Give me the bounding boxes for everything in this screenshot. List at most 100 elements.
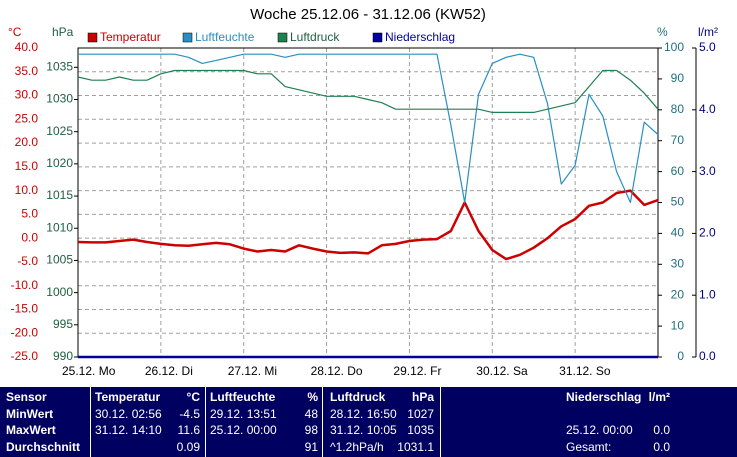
y2-tick-label: 1025 [46,124,73,138]
table-cell: 91 [304,439,318,454]
table-cell: MaxWert [6,423,56,437]
table-cell: 0.0 [653,439,670,454]
y-tick-label: 35.0 [15,64,39,78]
y-tick-label: 20.0 [15,135,39,149]
table-header: Niederschlag [566,390,642,404]
y2-tick-label: 1030 [46,92,73,106]
y4-tick-label: 0.0 [699,349,716,363]
y-tick-label: 10.0 [15,183,39,197]
table-cell: -4.5 [179,406,200,421]
table-cell: 1027 [407,406,434,421]
y-axis-title: °C [8,25,22,39]
table-cell: MinWert [6,406,54,421]
y3-tick-label: 70 [671,133,685,147]
y3-tick-label: 100 [664,40,684,54]
y3-tick-label: 10 [671,318,685,332]
y3-tick-label: 80 [671,102,685,116]
table-cell: 1035 [407,423,434,437]
y4-tick-label: 2.0 [699,226,716,240]
table-header: % [307,390,318,404]
x-tick-label: 26.12. Di [145,364,193,378]
y2-tick-label: 990 [53,349,73,363]
table-header: Luftdruck [330,390,386,404]
y4-tick-label: 4.0 [699,102,716,116]
y3-tick-label: 30 [671,256,685,270]
table-cell: 31.12. 10:05 [330,423,397,437]
table-header: Sensor [6,390,47,404]
table-separator [205,387,206,457]
series-line [77,69,659,113]
y3-axis-title: % [657,25,668,39]
y3-tick-label: 90 [671,71,685,85]
y-tick-label: 15.0 [15,159,39,173]
x-tick-label: 27.12. Mi [228,364,277,378]
y2-tick-label: 1015 [46,188,73,202]
legend-swatch [87,32,98,43]
table-cell: Gesamt: [566,439,612,454]
y2-tick-label: 995 [53,317,73,331]
y2-tick-label: 1010 [46,220,73,234]
table-cell: 30.12. 02:56 [95,406,162,421]
table-cell: 98 [304,423,318,437]
y3-tick-label: 50 [671,195,685,209]
table-cell: 1031.1 [397,439,434,454]
table-cell: 0.0 [653,423,670,437]
legend-label: Temperatur [100,30,161,44]
table-cell: ^1.2hPa/h [330,439,384,454]
summary-table: Sensor Temperatur °C Luftfeuchte% Luftdruck h… [0,387,737,457]
y2-tick-label: 1035 [46,59,73,73]
x-tick-label: 28.12. Do [311,364,363,378]
y3-tick-label: 20 [671,287,685,301]
y-tick-label: -15.0 [11,302,39,316]
y3-tick-label: 60 [671,164,685,178]
table-cell: 31.12. 14:10 [95,423,162,437]
y3-tick-label: 40 [671,226,685,240]
chart: Woche 25.12.06 - 31.12.06 (KW52) °C hPa … [8,6,718,378]
y2-axis-title: hPa [52,25,74,39]
y2-tick-label: 1020 [46,156,73,170]
y-tick-label: -5.0 [17,254,38,268]
y2-tick-label: 1005 [46,253,73,267]
y-tick-label: -10.0 [11,278,39,292]
y4-tick-label: 5.0 [699,40,716,54]
y3-tick-label: 0 [677,349,684,363]
y-tick-label: 30.0 [15,88,39,102]
table-header: Luftfeuchte [210,390,276,404]
table-header: °C [186,390,200,404]
table-cell: 48 [304,406,318,421]
y4-tick-label: 1.0 [699,287,716,301]
table-separator [90,387,91,457]
series-line [77,189,659,261]
table-header: hPa [411,390,434,404]
y4-axis-title: l/m² [698,25,718,39]
y-tick-label: 5.0 [21,207,38,221]
table-cell: 11.6 [177,423,200,437]
table-cell: 0.09 [176,439,200,454]
table-header: l/m² [648,390,670,404]
table-separator [440,387,441,457]
table-cell: Durchschnitt [6,439,81,454]
legend-swatch [372,32,383,43]
table-cell: 28.12. 16:50 [330,406,397,421]
table-cell: 25.12. 00:00 [566,423,633,437]
series-line [78,53,659,204]
legend-label: Luftdruck [290,30,340,44]
y-tick-label: 25.0 [15,111,39,125]
table-cell: 29.12. 13:51 [210,406,277,421]
legend-label: Luftfeuchte [195,30,255,44]
x-tick-label: 30.12. Sa [476,364,528,378]
table-cell: 25.12. 00:00 [210,423,277,437]
x-tick-label: 25.12. Mo [62,364,116,378]
legend-swatch [277,32,288,43]
y-tick-label: -25.0 [11,349,39,363]
y2-tick-label: 1000 [46,285,73,299]
y-tick-label: -20.0 [11,325,39,339]
plot-area [78,48,658,357]
y-tick-label: 40.0 [15,40,39,54]
y4-tick-label: 3.0 [699,164,716,178]
x-tick-label: 31.12. So [559,364,611,378]
table-header: Temperatur [95,390,161,404]
legend-label: Niederschlag [385,30,455,44]
y-tick-label: 0.0 [21,230,38,244]
